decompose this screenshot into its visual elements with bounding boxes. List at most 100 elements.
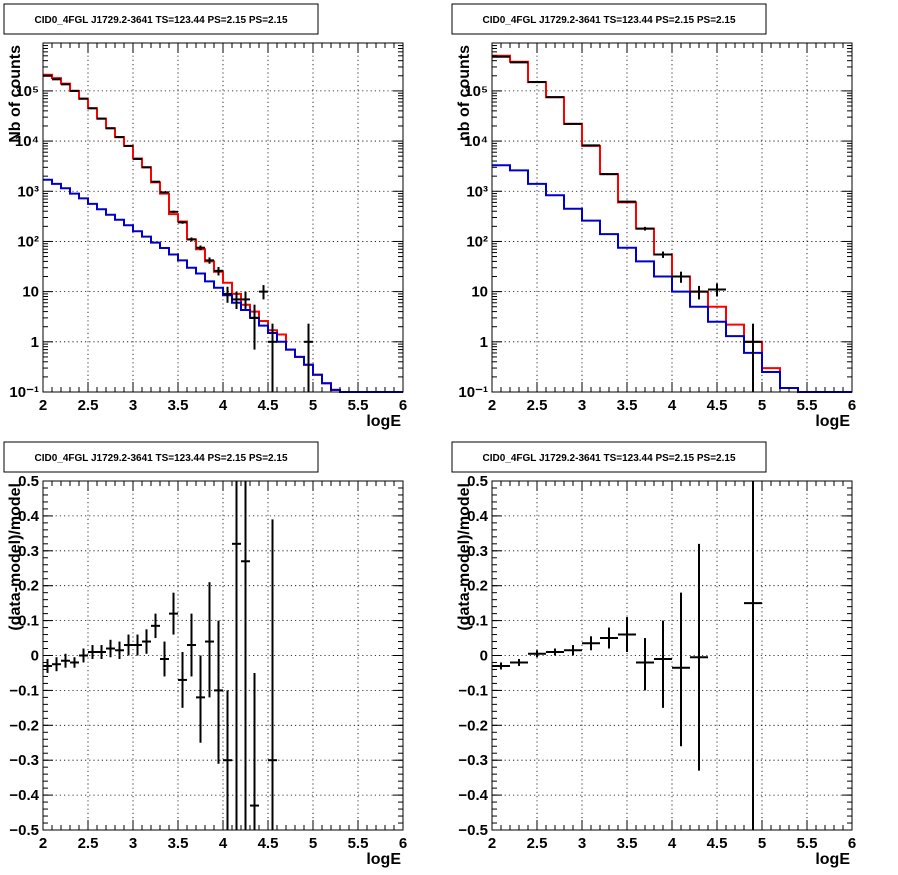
data-point — [214, 620, 223, 764]
data-point — [546, 648, 564, 656]
data-point — [223, 286, 232, 303]
data-point — [160, 191, 169, 194]
data-point — [115, 641, 124, 659]
data-point — [43, 658, 52, 673]
x-tick-label: 3 — [578, 397, 586, 414]
data-point — [52, 78, 61, 81]
data-point — [151, 180, 160, 183]
x-tick-label: 2 — [488, 835, 496, 852]
data-point — [70, 657, 79, 668]
x-tick-label: 5 — [309, 835, 317, 852]
y-tick-label: 10⁵ — [15, 83, 39, 100]
x-axis-title: logE — [815, 851, 850, 868]
data-point — [636, 638, 654, 691]
y-tick-label: −0.4 — [458, 787, 488, 804]
data-point — [142, 629, 151, 654]
y-tick-label: 0 — [31, 648, 39, 665]
y-tick-label: 0.3 — [467, 543, 488, 560]
data-point — [214, 266, 223, 276]
y-tick-label: −0.3 — [9, 752, 39, 769]
y-axis-title: Nb of counts — [7, 45, 24, 143]
y-tick-label: 0.5 — [18, 473, 39, 490]
data-point — [690, 543, 708, 771]
y-tick-label: 10⁴ — [15, 133, 39, 150]
data-point — [636, 226, 654, 231]
series-line-1 — [43, 178, 403, 393]
x-tick-label: 2 — [488, 397, 496, 414]
y-tick-label: 0.4 — [467, 508, 489, 525]
data-point — [97, 645, 106, 659]
y-axis-title: (data-model)/model — [7, 483, 24, 631]
data-point — [492, 662, 510, 670]
data-point — [205, 582, 214, 698]
x-tick-label: 2.5 — [78, 397, 99, 414]
data-point — [654, 620, 672, 708]
x-tick-label: 3 — [578, 835, 586, 852]
x-axis-title: logE — [815, 413, 850, 430]
data-point — [582, 144, 600, 147]
y-tick-label: 0 — [480, 648, 488, 665]
data-point — [205, 257, 214, 264]
data-point — [178, 652, 187, 708]
chart-title-box — [3, 441, 319, 473]
chart-title-box — [451, 3, 767, 35]
y-tick-label: 10⁵ — [464, 83, 488, 100]
x-tick-label: 4 — [668, 397, 677, 414]
data-point — [268, 323, 277, 392]
y-tick-label: 10³ — [466, 183, 488, 200]
data-point — [232, 291, 241, 310]
data-point — [510, 658, 528, 666]
y-tick-label: 1 — [31, 334, 39, 351]
y-tick-label: −0.3 — [458, 752, 488, 769]
data-point — [232, 481, 241, 830]
plot-frame — [491, 480, 853, 831]
chart-title: CID0_4FGL J1729.2-3641 TS=123.44 PS=2.15… — [482, 453, 735, 464]
data-point — [744, 323, 762, 392]
data-point — [250, 672, 259, 830]
series-line-0 — [43, 73, 403, 393]
chart-panel-3: 2 2.5 3 3.5 4 4.5 5 5.5 6 −0.5 −0.4 −0.3 −0.2 −0.1 0 0.… — [3, 441, 407, 868]
y-tick-label: 10² — [17, 233, 39, 250]
data-point — [142, 166, 151, 169]
x-tick-label: 4.5 — [707, 835, 728, 852]
y-tick-label: −0.2 — [458, 717, 488, 734]
x-tick-label: 5.5 — [348, 397, 369, 414]
y-tick-label: 0.4 — [18, 508, 40, 525]
data-point — [133, 157, 142, 160]
data-point — [250, 304, 259, 350]
x-tick-label: 6 — [848, 835, 856, 852]
data-point — [618, 617, 636, 653]
x-tick-label: 4.5 — [707, 397, 728, 414]
y-tick-label: 0.1 — [467, 613, 488, 630]
data-point — [582, 636, 600, 651]
data-point — [600, 627, 618, 649]
data-point — [528, 650, 546, 658]
plot-frame — [42, 480, 404, 831]
x-tick-label: 5 — [758, 397, 766, 414]
y-axis-title: (data-model)/model — [456, 483, 473, 631]
x-tick-label: 2.5 — [527, 835, 548, 852]
y-tick-label: 0.3 — [18, 543, 39, 560]
data-point — [133, 634, 142, 656]
chart-panel-2: 2 2.5 3 3.5 4 4.5 5 5.5 6 10⁻¹ 1 10 10² 10³ 10⁴ 10⁵ logE… — [451, 3, 856, 430]
x-tick-label: 5 — [309, 397, 317, 414]
data-point — [241, 291, 250, 310]
data-point — [672, 271, 690, 283]
x-tick-label: 6 — [399, 397, 407, 414]
y-tick-label: 1 — [480, 334, 488, 351]
data-point — [187, 237, 196, 242]
data-point — [744, 481, 762, 830]
data-point — [169, 210, 178, 213]
data-point — [196, 655, 205, 743]
chart-title: CID0_4FGL J1729.2-3641 TS=123.44 PS=2.15… — [34, 453, 287, 464]
plot-frame — [42, 42, 404, 393]
y-tick-label: 10 — [22, 284, 39, 301]
data-point — [52, 657, 61, 672]
x-tick-label: 4 — [219, 835, 228, 852]
data-point — [169, 592, 178, 635]
data-point — [160, 641, 169, 677]
x-tick-label: 3.5 — [617, 835, 638, 852]
x-tick-label: 4 — [219, 397, 228, 414]
y-tick-label: −0.4 — [9, 787, 39, 804]
